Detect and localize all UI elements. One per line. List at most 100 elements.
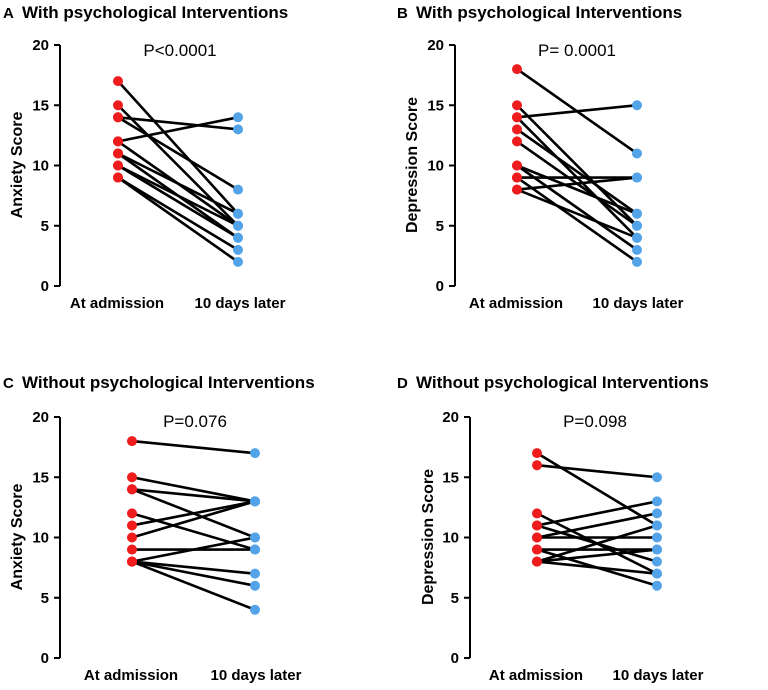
panel-c-ytick-label: 10 — [32, 530, 49, 547]
panel-a-pair-line — [116, 164, 240, 228]
panel-a-followup-point — [233, 256, 243, 267]
panel-c-admission-point — [127, 484, 137, 495]
panel-b-pair-line — [515, 188, 639, 240]
panel-a-pair-line — [116, 116, 240, 131]
panel-a-followup-point — [233, 220, 243, 231]
panel-c-admission-point — [127, 544, 137, 555]
panel-b-ytick-label: 5 — [436, 218, 444, 235]
panel-b-admission-point — [512, 136, 522, 147]
panel-b-pair-line — [515, 164, 639, 252]
panel-d-followup-point — [652, 508, 662, 519]
panel-b-ytick-label: 15 — [427, 97, 444, 114]
panel-c-pair-line — [130, 439, 257, 455]
panel-c-letter: C — [3, 375, 14, 392]
panel-c-followup-point — [250, 604, 260, 615]
panel-c-admission-point — [127, 472, 137, 483]
panel-d-admission-point — [532, 520, 542, 531]
panel-c-ytick-label: 20 — [32, 409, 49, 426]
panel-a-pair-line — [116, 103, 240, 228]
panel-a-followup-point — [233, 232, 243, 243]
panel-b-followup-point — [632, 208, 642, 219]
panel-d-pair-line — [535, 500, 659, 527]
panel-a-category-label: 10 days later — [195, 295, 286, 312]
panel-a-category-label: At admission — [70, 295, 164, 312]
panel-a-title: With psychological Interventions — [22, 3, 288, 22]
panel-d-pair-line — [535, 524, 659, 563]
panel-a-admission-point — [113, 160, 123, 171]
panel-a-pair-line — [116, 116, 240, 143]
panel-d-followup-point — [652, 544, 662, 555]
panel-d-pair-line — [535, 560, 659, 575]
panel-d-admission-point — [532, 556, 542, 567]
panel-c-pair-line — [130, 487, 257, 503]
panel-c-category-label: 10 days later — [211, 667, 302, 684]
panel-a-followup-point — [233, 208, 243, 219]
panel-a-followup-point — [233, 184, 243, 195]
panel-d-ylabel: Depression Score — [420, 469, 437, 605]
panel-b-pair-line — [515, 128, 639, 215]
panel-b-pair-line — [515, 176, 639, 264]
panel-a-letter: A — [3, 5, 14, 22]
panel-b-ytick-label: 10 — [427, 158, 444, 175]
panel-d-ytick-label: 0 — [451, 650, 459, 667]
panel-a-pair-line — [116, 176, 240, 264]
panel-b-pair-line — [515, 176, 639, 191]
panel-a-ytick-label: 0 — [41, 278, 49, 295]
panel-c-followup-point — [250, 496, 260, 507]
panel-a-ytick-label: 15 — [32, 97, 49, 114]
panel-c-ylabel: Anxiety Score — [9, 484, 26, 591]
panel-c-admission-point — [127, 508, 137, 519]
panel-a-admission-point — [113, 172, 123, 183]
panel-d-admission-point — [532, 460, 542, 471]
panel-d-pair-line — [535, 548, 659, 563]
panel-b-admission-point — [512, 160, 522, 171]
panel-d: D Without psychological Interventions P=… — [397, 373, 709, 684]
panel-d-ytick-label: 10 — [442, 530, 459, 547]
panel-b-ytick-label: 0 — [436, 278, 444, 295]
panel-b-title: With psychological Interventions — [416, 3, 682, 22]
panel-d-letter: D — [397, 375, 408, 392]
panel-d-admission-point — [532, 448, 542, 459]
panel-b-pvalue: P= 0.0001 — [538, 41, 616, 60]
panel-c-followup-point — [250, 568, 260, 579]
panel-b-admission-point — [512, 172, 522, 183]
panel-d-followup-point — [652, 568, 662, 579]
panel-b-followup-point — [632, 244, 642, 255]
panel-c-pair-line — [130, 500, 257, 539]
panel-d-ytick-label: 20 — [442, 409, 459, 426]
panel-b-followup-point — [632, 220, 642, 231]
panel-a-admission-point — [113, 76, 123, 87]
panel-a-admission-point — [113, 148, 123, 159]
panel-a-ytick-label: 20 — [32, 37, 49, 54]
panel-c-title: Without psychological Interventions — [22, 373, 315, 392]
panel-d-category-label: 10 days later — [613, 667, 704, 684]
panel-b-followup-point — [632, 148, 642, 159]
panel-c-followup-point — [250, 532, 260, 543]
panel-a-followup-point — [233, 112, 243, 123]
panel-c-followup-point — [250, 544, 260, 555]
panel-a-ytick-label: 10 — [32, 158, 49, 175]
panel-b: B With psychological Interventions P= 0.… — [397, 3, 684, 312]
panel-c-pair-line — [130, 500, 257, 527]
panel-b-admission-point — [512, 64, 522, 75]
panel-d-title: Without psychological Interventions — [416, 373, 709, 392]
panel-a-ylabel: Anxiety Score — [9, 112, 26, 219]
panel-c-pair-line — [130, 475, 257, 503]
panel-a-pair-line — [116, 152, 240, 215]
panel-b-followup-point — [632, 172, 642, 183]
panel-c-pvalue: P=0.076 — [163, 412, 227, 431]
panel-a-pvalue: P<0.0001 — [143, 41, 216, 60]
panel-d-followup-point — [652, 580, 662, 591]
panel-c-admission-point — [127, 436, 137, 447]
panel-b-category-label: At admission — [469, 295, 563, 312]
panel-a-pair-line — [116, 176, 240, 252]
panel-a: A With psychological Interventions P<0.0… — [3, 3, 288, 312]
panel-a-admission-point — [113, 136, 123, 147]
panel-c: C Without psychological Interventions P=… — [3, 373, 315, 684]
panel-d-pair-line — [535, 451, 659, 527]
panel-d-ytick-label: 5 — [451, 590, 459, 607]
panel-c-ytick-label: 15 — [32, 469, 49, 486]
panel-d-admission-point — [532, 508, 542, 519]
panel-b-admission-point — [512, 100, 522, 111]
